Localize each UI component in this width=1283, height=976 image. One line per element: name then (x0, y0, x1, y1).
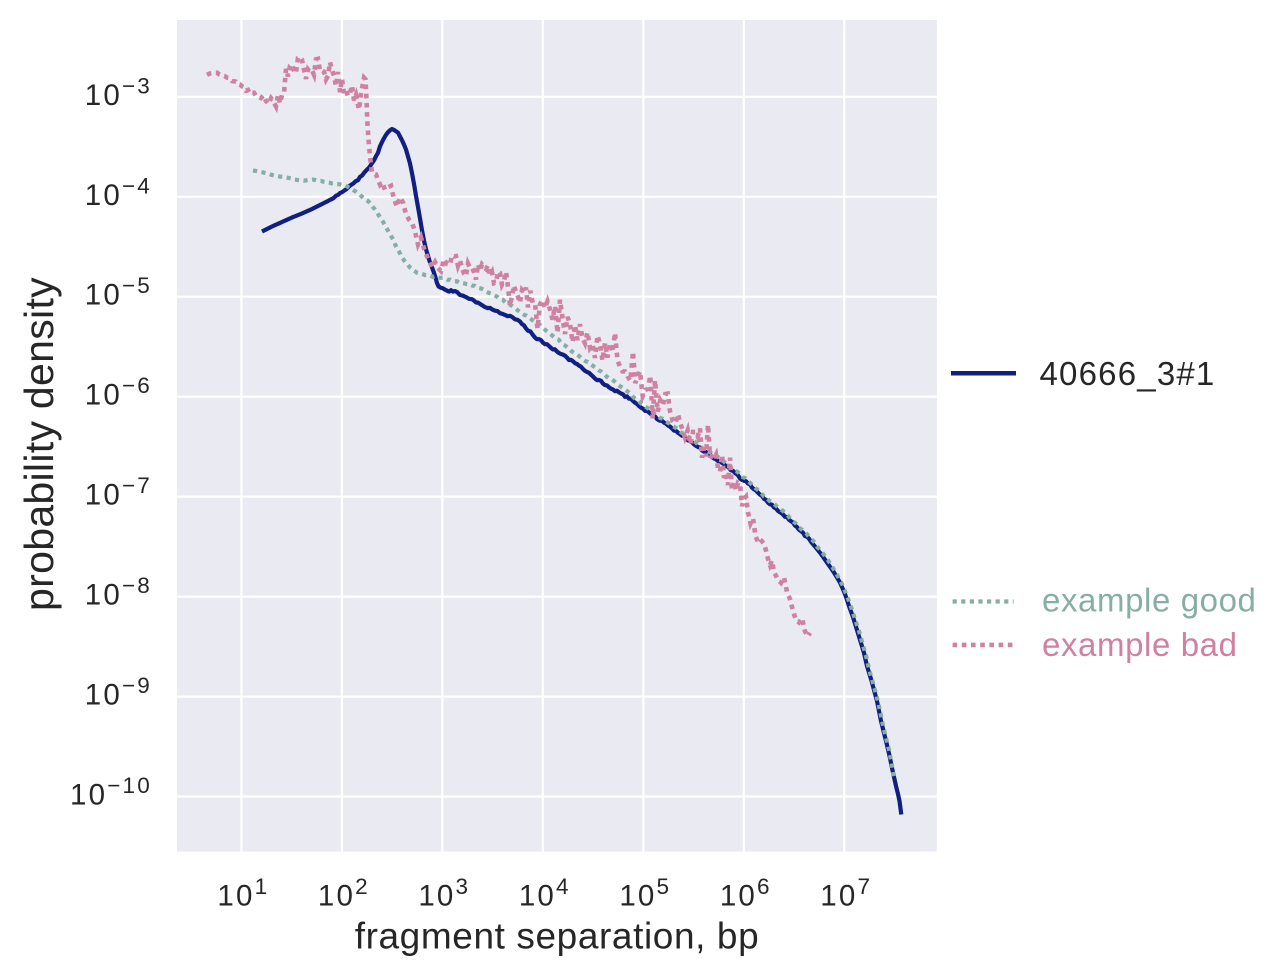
svg-text:example bad: example bad (1042, 626, 1238, 663)
svg-text:example good: example good (1042, 582, 1257, 619)
svg-text:10−10: 10−10 (70, 773, 152, 812)
svg-text:10−3: 10−3 (85, 73, 152, 112)
svg-text:103: 103 (418, 874, 470, 913)
svg-text:probability density: probability density (16, 277, 62, 611)
svg-text:fragment separation, bp: fragment separation, bp (355, 916, 760, 957)
svg-text:106: 106 (720, 874, 772, 913)
svg-text:40666_3#1: 40666_3#1 (1040, 355, 1216, 392)
svg-text:10−7: 10−7 (85, 473, 152, 512)
